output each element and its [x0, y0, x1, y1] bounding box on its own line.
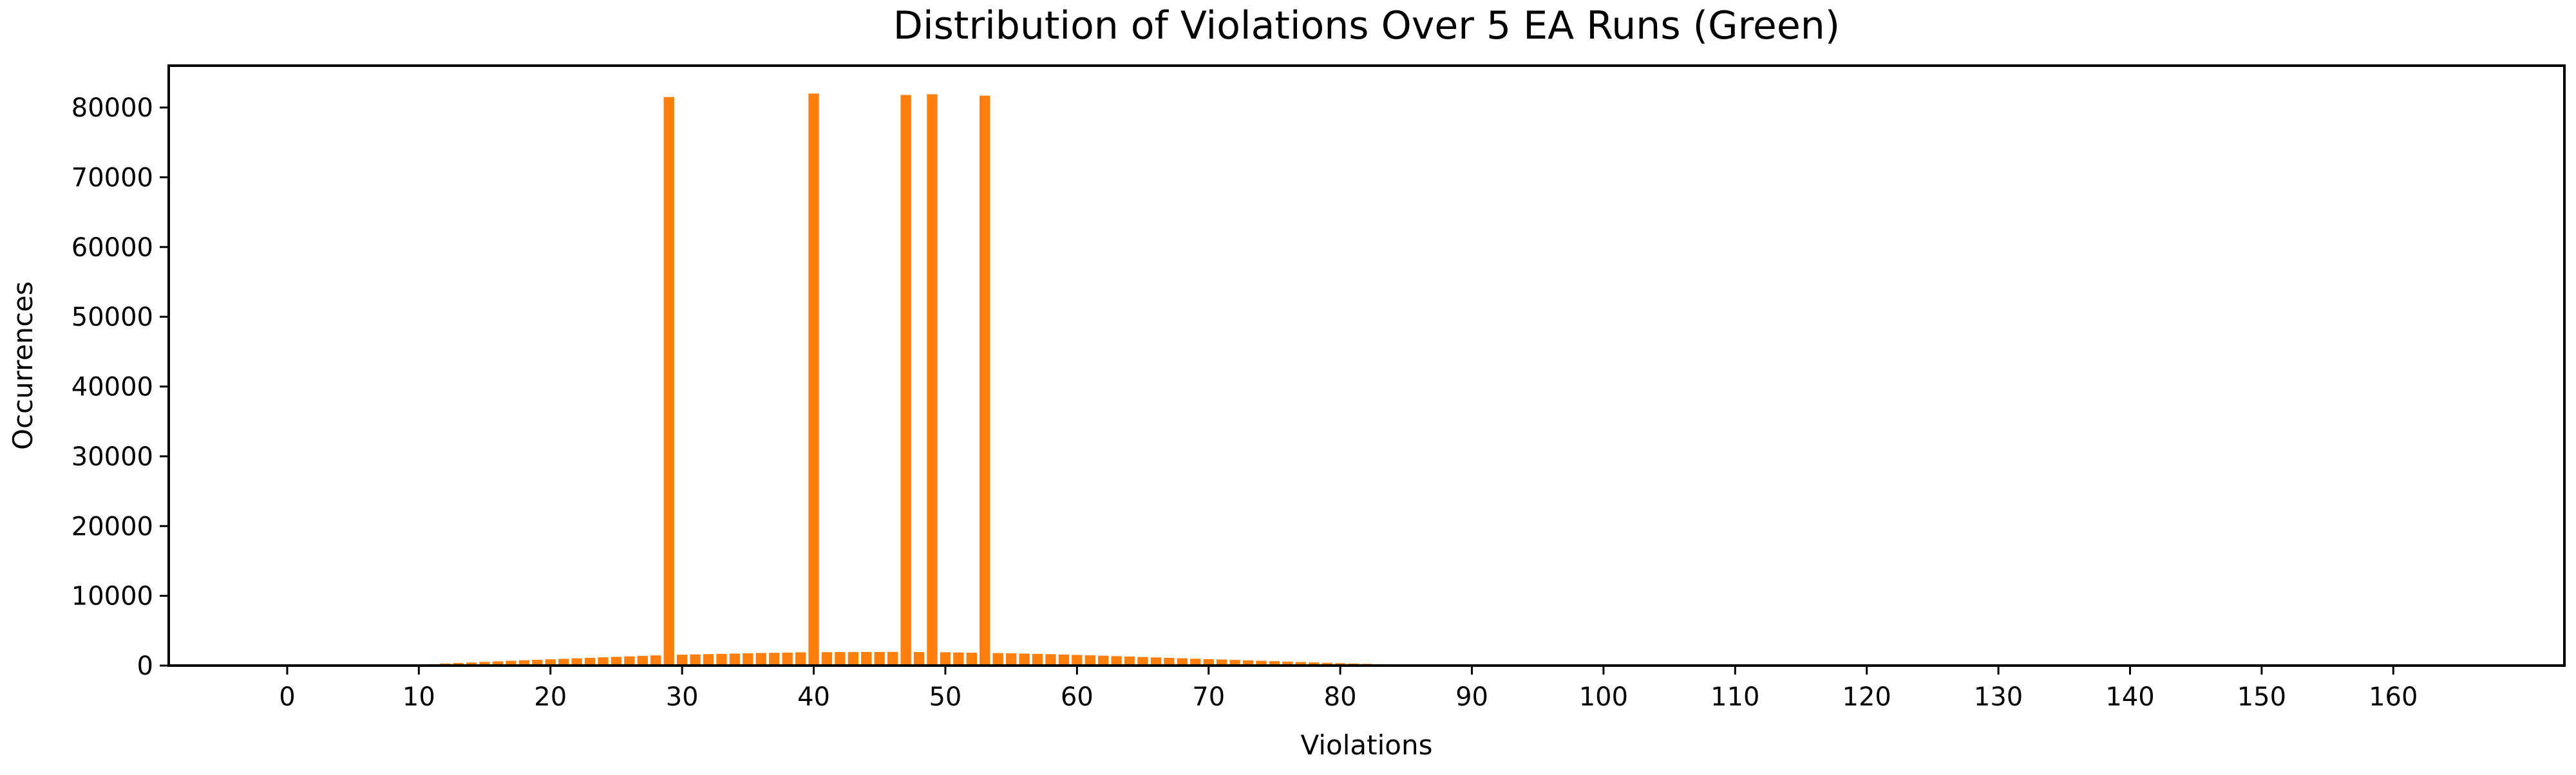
bar: [875, 652, 885, 666]
bar: [716, 654, 726, 666]
y-tick-label: 10000: [71, 582, 153, 612]
chart-title: Distribution of Violations Over 5 EA Run…: [893, 3, 1840, 48]
bar: [703, 654, 714, 666]
bar: [940, 652, 951, 666]
bar: [887, 652, 898, 666]
x-tick-label: 50: [929, 682, 961, 712]
bar: [980, 96, 990, 666]
bar: [1006, 653, 1016, 666]
bar: [1111, 656, 1121, 666]
bar: [1019, 653, 1029, 666]
x-tick-label: 80: [1324, 682, 1357, 712]
bar: [967, 653, 977, 666]
bar: [730, 653, 740, 666]
y-axis-label: Occurrences: [7, 281, 39, 450]
bars-layer: [401, 93, 1477, 666]
bar: [1124, 657, 1135, 666]
x-tick-label: 120: [1842, 682, 1891, 712]
bar: [1032, 654, 1043, 666]
bar: [782, 653, 792, 666]
bar: [690, 655, 700, 666]
bar: [1085, 655, 1095, 666]
y-tick-label: 30000: [71, 442, 153, 472]
bar: [756, 653, 766, 666]
bar: [993, 653, 1003, 666]
bar: [1059, 655, 1069, 666]
bar: [1045, 654, 1056, 666]
y-tick-label: 50000: [71, 303, 153, 332]
bar: [953, 653, 963, 666]
bar: [795, 652, 806, 666]
x-tick-label: 40: [797, 682, 830, 712]
bar: [848, 652, 858, 666]
y-tick-label: 60000: [71, 233, 153, 263]
bar: [664, 97, 674, 666]
x-tick-label: 10: [402, 682, 435, 712]
y-tick-label: 40000: [71, 373, 153, 402]
x-tick-label: 160: [2369, 682, 2418, 712]
bar: [624, 657, 634, 666]
y-tick-label: 0: [137, 651, 153, 681]
x-tick-label: 60: [1061, 682, 1094, 712]
bar: [861, 652, 871, 666]
x-tick-label: 150: [2237, 682, 2286, 712]
bar: [927, 94, 937, 666]
x-axis-label: Violations: [1301, 729, 1433, 761]
x-tick-label: 70: [1192, 682, 1225, 712]
bar: [900, 95, 911, 666]
bar: [808, 93, 819, 666]
bar: [1098, 656, 1108, 666]
bar: [650, 655, 661, 666]
x-tick-label: 90: [1455, 682, 1488, 712]
y-tick-label: 70000: [71, 163, 153, 192]
bar: [769, 653, 779, 666]
x-axis: 0 10 20 30 40 50 60 70 80 90 100 110 120 130 140 150 160: [279, 666, 2418, 712]
x-tick-label: 130: [1974, 682, 2023, 712]
bar: [677, 655, 687, 666]
bar: [611, 657, 621, 666]
x-tick-label: 110: [1710, 682, 1759, 712]
x-tick-label: 140: [2105, 682, 2154, 712]
x-tick-label: 100: [1579, 682, 1628, 712]
bar: [1072, 655, 1082, 666]
bar: [914, 652, 924, 666]
y-tick-label: 20000: [71, 512, 153, 541]
bar: [743, 653, 753, 666]
y-axis: 0 10000 20000 30000 40000 50000 60000 70000 8000…: [71, 93, 169, 681]
bar: [835, 652, 845, 666]
plot-frame: [169, 66, 2564, 666]
x-tick-label: 20: [534, 682, 567, 712]
x-tick-label: 0: [279, 682, 295, 712]
bar: [822, 652, 832, 666]
x-tick-label: 30: [666, 682, 699, 712]
y-tick-label: 80000: [71, 93, 153, 123]
bar: [638, 656, 648, 666]
